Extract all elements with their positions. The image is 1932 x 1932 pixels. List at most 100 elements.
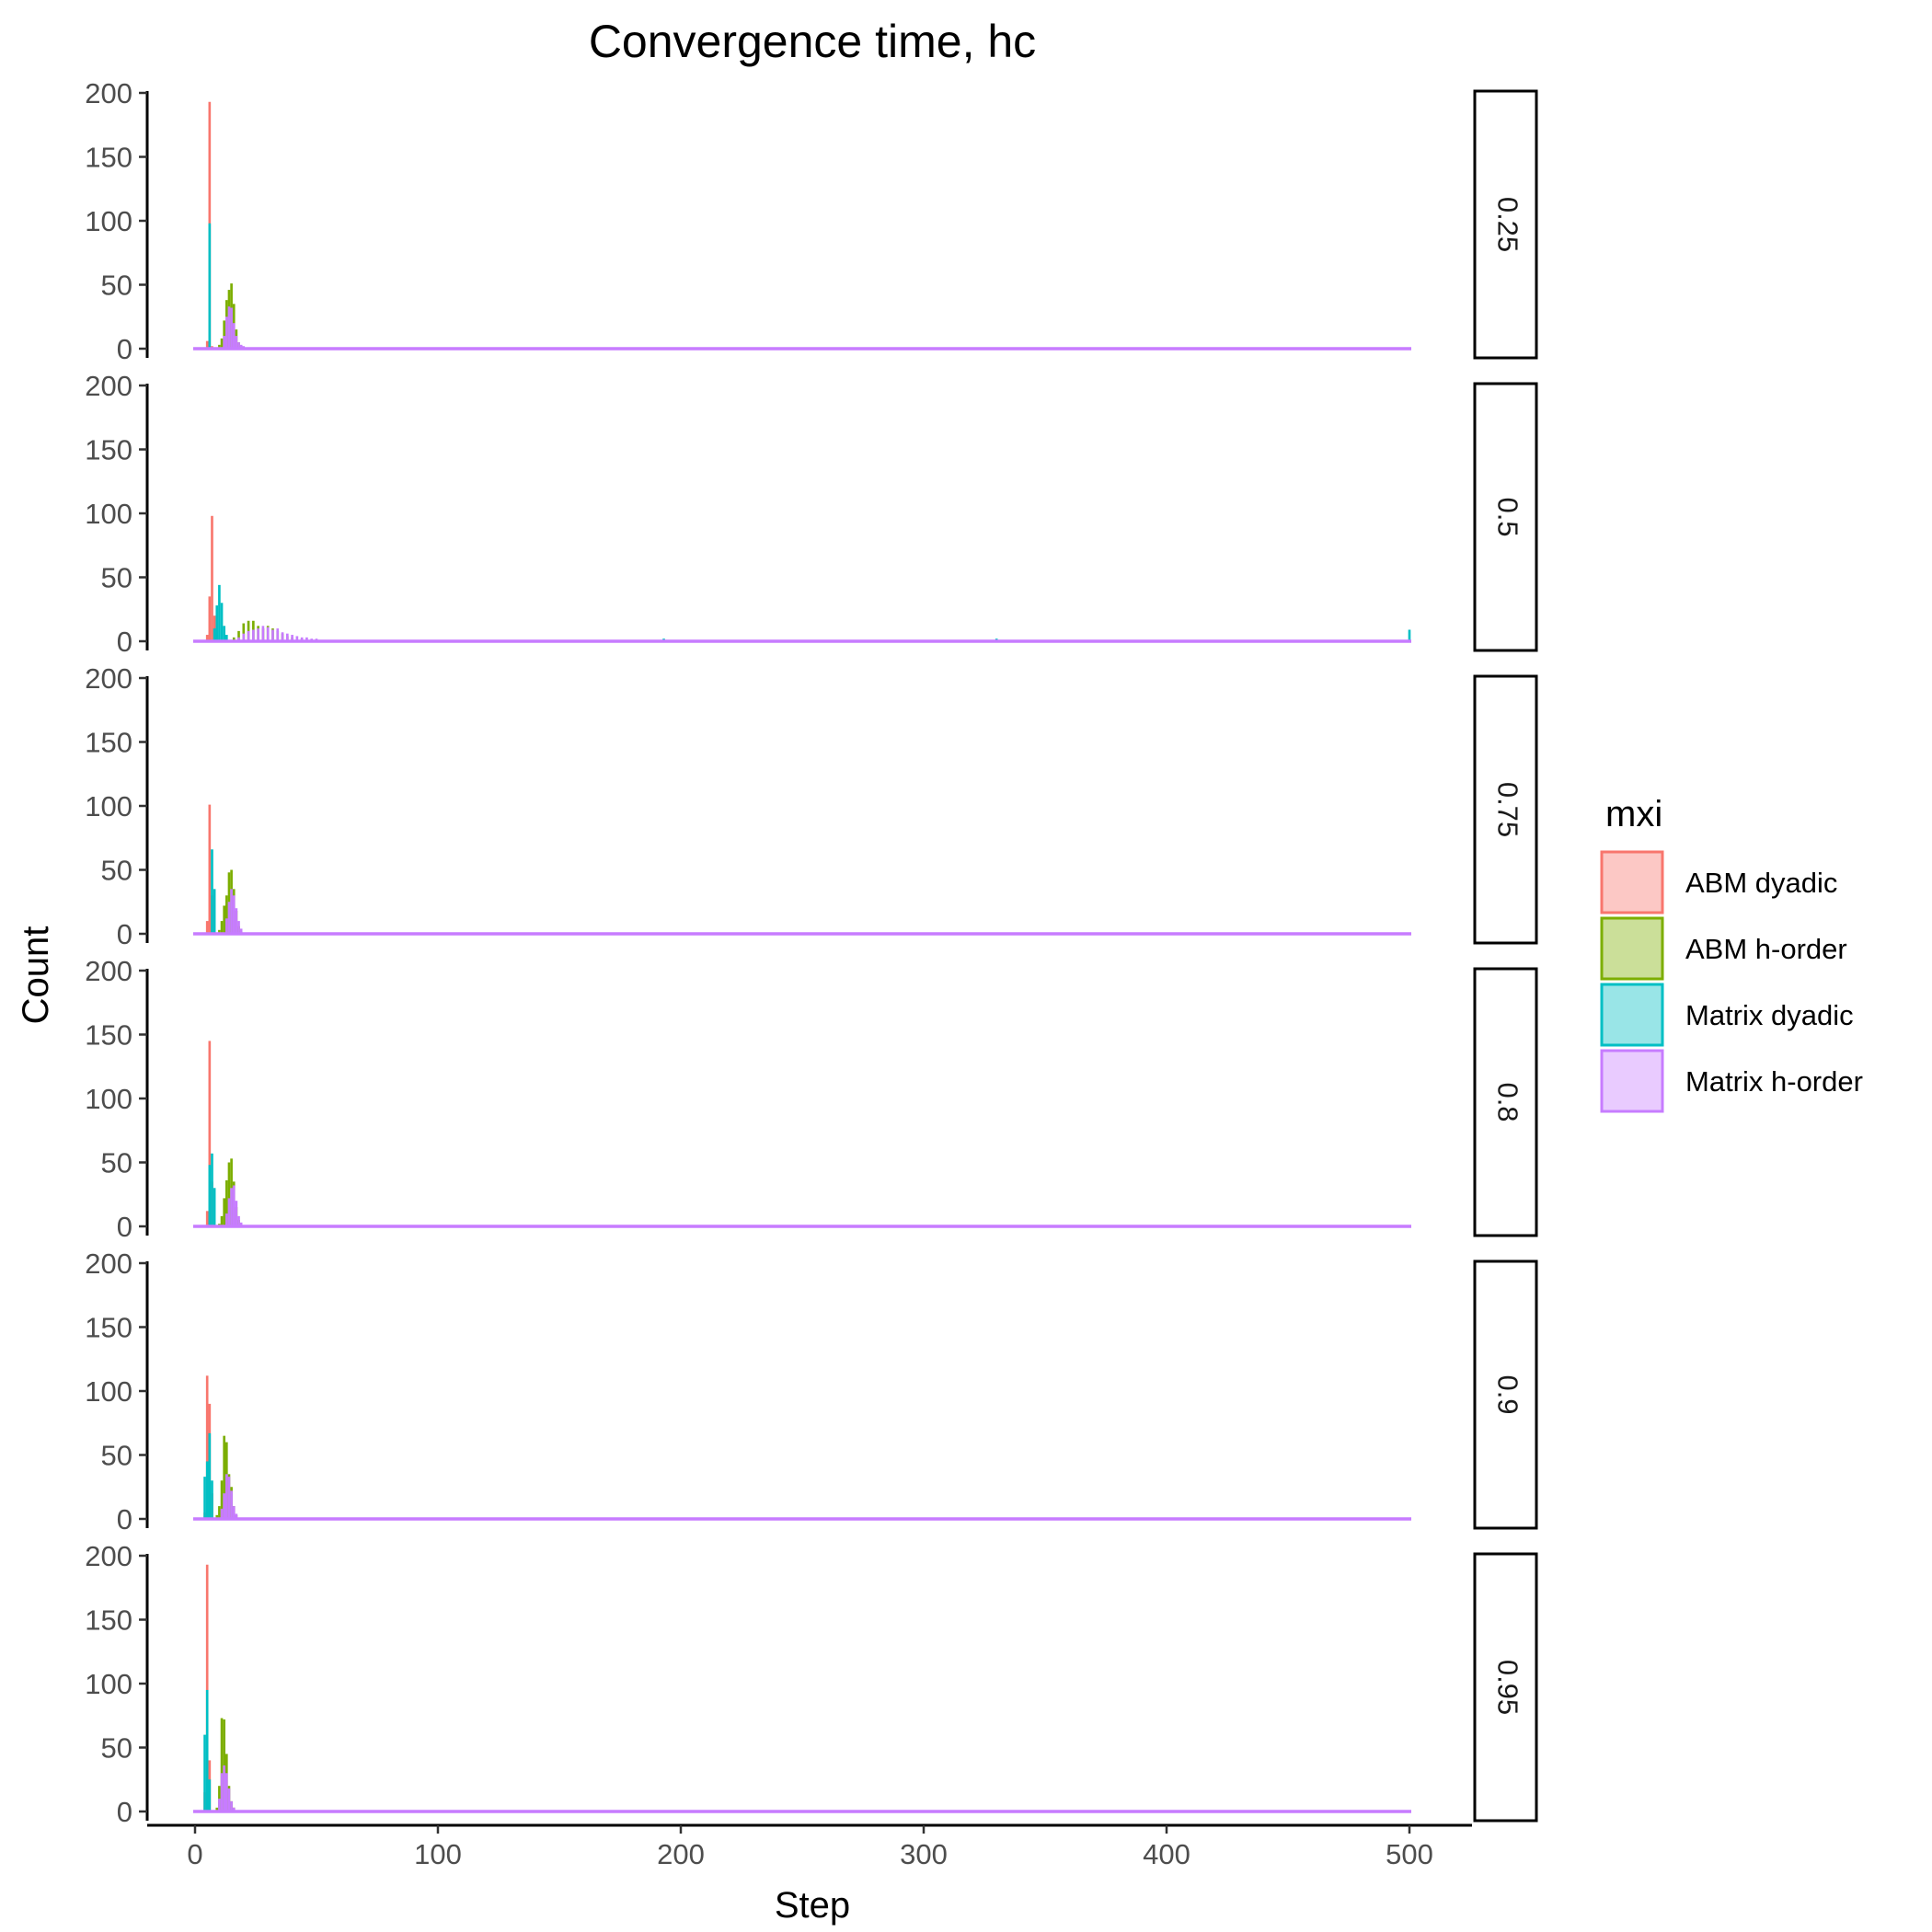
histogram-bar (225, 316, 228, 349)
histogram-bar (261, 626, 265, 641)
histogram-bar (271, 629, 274, 641)
histogram-bar (223, 1765, 225, 1811)
histogram-bar (218, 1799, 221, 1811)
y-tick-label: 200 (85, 662, 132, 695)
histogram-bars (203, 1564, 236, 1811)
histogram-bar (237, 630, 240, 641)
histogram-bar (223, 320, 225, 349)
histogram-bar (220, 1508, 224, 1519)
histogram-bar (215, 1807, 219, 1811)
histogram-bar (237, 342, 240, 349)
x-tick-label: 100 (414, 1838, 462, 1870)
x-tick-label: 0 (187, 1838, 202, 1870)
x-tick-label: 300 (900, 1838, 948, 1870)
histogram-bar (205, 1564, 209, 1811)
histogram-bar (286, 633, 289, 641)
histogram-bar (225, 1179, 228, 1226)
x-axis-title: Step (775, 1885, 850, 1926)
legend-item: Matrix dyadic (1600, 983, 1854, 1047)
histogram-bar (232, 637, 236, 641)
facet-strip (1473, 674, 1538, 945)
histogram-bar (211, 1480, 213, 1519)
y-tick-label: 100 (85, 205, 132, 237)
histogram-bar (232, 323, 236, 349)
histogram-bar (208, 1041, 212, 1226)
legend-swatch (1600, 850, 1664, 914)
y-tick-label: 0 (117, 333, 132, 365)
y-tick-label: 50 (101, 1440, 132, 1472)
facet-strip-label: 0.9 (1491, 1374, 1524, 1414)
histogram-bar (1408, 629, 1411, 641)
histogram-bar (230, 307, 233, 349)
legend-label: ABM dyadic (1685, 867, 1837, 899)
histogram-bar (305, 637, 308, 641)
histogram-bar (227, 1788, 231, 1811)
histogram-bars (205, 1041, 243, 1226)
legend-swatch (1600, 1049, 1664, 1113)
histogram-bars (203, 1375, 238, 1519)
y-tick-label: 200 (85, 1540, 132, 1572)
histogram-bar (205, 1211, 209, 1226)
histogram-bar (223, 1493, 225, 1519)
histogram-bar (203, 1477, 206, 1519)
histogram-bar (247, 630, 250, 641)
histogram-bar (220, 338, 224, 349)
y-tick-label: 100 (85, 1083, 132, 1115)
facet-strip-label: 0.95 (1491, 1660, 1524, 1715)
histogram-bar (211, 1153, 213, 1226)
histogram-bar (208, 1432, 212, 1519)
facet-strip (1473, 967, 1538, 1237)
facet-panel: 0 50 100 150 200 0.9 (85, 1248, 1538, 1535)
y-tick-label: 0 (117, 1796, 132, 1828)
legend-label: Matrix dyadic (1685, 999, 1854, 1031)
chart-title: Convergence time, hc (589, 16, 1036, 67)
histogram-bar (225, 635, 228, 641)
histogram-bar (205, 1375, 209, 1519)
y-tick-label: 50 (101, 1147, 132, 1179)
y-tick-label: 0 (117, 1211, 132, 1243)
facet-strip-label: 0.75 (1491, 782, 1524, 837)
histogram-bar (227, 1198, 231, 1226)
histogram-bar (225, 895, 228, 934)
histogram-bar (203, 1734, 206, 1811)
histogram-bar (232, 1185, 236, 1226)
legend-label: ABM h-order (1685, 933, 1847, 965)
histogram-bar (205, 921, 209, 934)
legend-item: Matrix h-order (1600, 1049, 1863, 1113)
histogram-bar (223, 905, 225, 934)
y-tick-label: 200 (85, 955, 132, 987)
facet-strip (1473, 382, 1538, 652)
histogram-bar (215, 605, 219, 641)
histogram-bar (281, 632, 284, 641)
y-tick-label: 50 (101, 1732, 132, 1765)
facet-panels: 0 50 100 150 200 0.25 0 50 100 150 200 0.5 0 50 100 150… (85, 77, 1538, 1828)
facet-panel: 0 50 100 150 200 0.5 (85, 370, 1538, 658)
histogram-bar (227, 902, 231, 934)
histogram-bar (225, 918, 228, 934)
histogram-bar (220, 1480, 224, 1519)
facet-panel: 0 50 100 150 200 0.8 (85, 955, 1538, 1243)
histogram-bar (220, 1718, 224, 1811)
histogram-bar (213, 628, 216, 641)
y-tick-label: 100 (85, 498, 132, 530)
histogram-bar (235, 1513, 238, 1519)
y-tick-label: 50 (101, 562, 132, 594)
histogram-bar (266, 627, 270, 641)
facet-panel: 0 50 100 150 200 0.95 (85, 1540, 1538, 1828)
histogram-bar (213, 1188, 216, 1226)
facet-panel: 0 50 100 150 200 0.25 (85, 77, 1538, 365)
histogram-bar (208, 596, 212, 641)
facet-strip-label: 0.5 (1491, 497, 1524, 536)
histogram-bar (208, 804, 212, 934)
facet-strip-label: 0.25 (1491, 197, 1524, 252)
histogram-bar (220, 603, 224, 641)
y-tick-label: 150 (85, 142, 132, 174)
histogram-bar (230, 1188, 233, 1226)
histogram-bar (215, 1514, 219, 1519)
x-tick-label: 500 (1386, 1838, 1433, 1870)
histogram-bar (237, 637, 240, 641)
histogram-bars (205, 515, 1411, 641)
histogram-bar (223, 336, 225, 349)
histogram-bar (208, 223, 212, 349)
